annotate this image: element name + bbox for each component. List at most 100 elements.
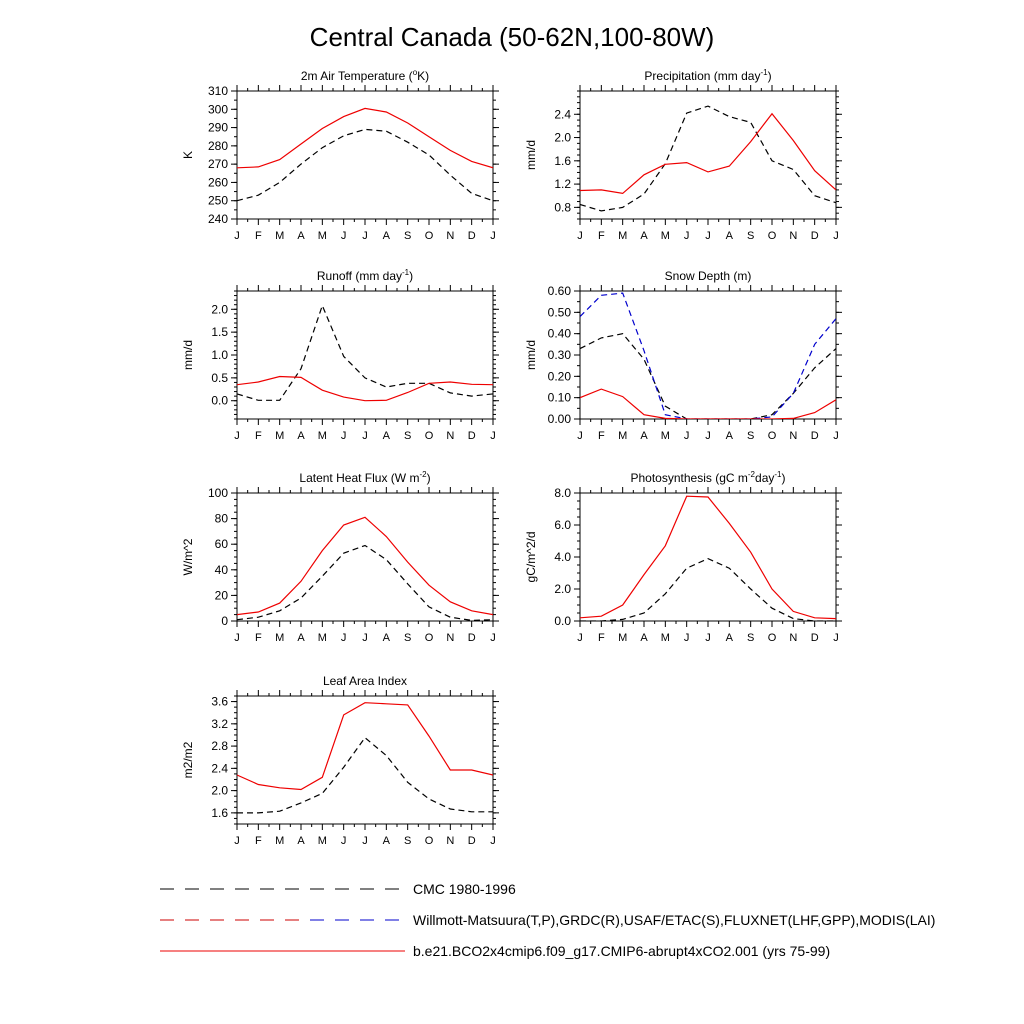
panel-title: Latent Heat Flux (W m-2) <box>299 470 430 485</box>
x-tick-label: J <box>362 835 368 847</box>
y-tick-label: 0.20 <box>548 369 572 383</box>
x-tick-label: M <box>318 430 327 442</box>
plot-frame <box>579 492 837 622</box>
panel-title-text: Leaf Area Index <box>323 674 407 688</box>
series-line <box>237 107 493 169</box>
x-tick-label: J <box>362 430 368 442</box>
x-tick-label: A <box>726 430 734 442</box>
x-tick-label: S <box>747 430 754 442</box>
y-tick-label: 2.4 <box>211 761 228 775</box>
panel-title: Snow Depth (m) <box>665 269 752 283</box>
plot-frame <box>579 290 837 420</box>
x-tick-label: M <box>618 632 627 644</box>
x-tick-label: J <box>490 835 496 847</box>
x-tick-label: D <box>468 632 476 644</box>
series-line <box>237 303 493 401</box>
x-tick-label: J <box>490 632 496 644</box>
y-tick-label: 0.40 <box>548 327 572 341</box>
panel-title: Photosynthesis (gC m-2day-1) <box>631 470 786 485</box>
x-tick-label: A <box>726 632 734 644</box>
legend: CMC 1980-1996 Willmott-Matsuura(T,P),GRDC… <box>160 881 935 959</box>
y-tick-label: 1.0 <box>211 348 228 362</box>
y-tick-label: 0.0 <box>554 614 571 628</box>
panel-title-superscript: -2 <box>419 470 427 479</box>
x-tick-label: J <box>684 430 690 442</box>
y-tick-label: 6.0 <box>554 518 571 532</box>
panel-title: Leaf Area Index <box>323 674 407 688</box>
x-tick-label: J <box>234 632 240 644</box>
legend-item: b.e21.BCO2x4cmip6.f09_g17.CMIP6-abrupt4x… <box>160 943 830 959</box>
x-tick-label: N <box>789 632 797 644</box>
x-tick-label: J <box>577 230 583 242</box>
x-tick-label: M <box>318 230 327 242</box>
panel-title-text: Latent Heat Flux (W m <box>299 471 419 485</box>
y-tick-label: 1.5 <box>211 325 228 339</box>
y-tick-label: 1.2 <box>554 177 571 191</box>
x-tick-label: M <box>661 430 670 442</box>
legend-item: CMC 1980-1996 <box>160 881 516 897</box>
panel-title: Precipitation (mm day-1) <box>644 68 771 83</box>
x-tick-label: D <box>811 230 819 242</box>
series-line <box>237 702 493 791</box>
x-tick-label: A <box>383 632 391 644</box>
x-tick-label: S <box>404 230 411 242</box>
panel-title-superscript: -2 <box>748 470 756 479</box>
x-tick-label: N <box>446 230 454 242</box>
y-tick-label: 100 <box>208 486 228 500</box>
y-tick-label: 40 <box>215 563 229 577</box>
x-tick-label: M <box>661 632 670 644</box>
x-tick-label: F <box>598 632 605 644</box>
x-tick-label: D <box>468 835 476 847</box>
panel-title-text: day <box>755 471 774 485</box>
y-tick-label: 2.0 <box>211 784 228 798</box>
x-tick-label: F <box>255 430 262 442</box>
y-tick-label: 260 <box>208 175 228 189</box>
y-axis-label: mm/d <box>181 340 195 370</box>
y-tick-label: 0.0 <box>211 394 228 408</box>
x-tick-label: J <box>234 835 240 847</box>
series-line <box>580 292 836 419</box>
legend-label: b.e21.BCO2x4cmip6.f09_g17.CMIP6-abrupt4x… <box>413 943 830 959</box>
x-tick-label: F <box>255 835 262 847</box>
x-tick-label: J <box>833 430 839 442</box>
x-tick-label: A <box>640 632 648 644</box>
x-tick-label: J <box>362 230 368 242</box>
plot-frame <box>236 492 494 622</box>
plot-frame <box>236 290 494 420</box>
panel-title-text: Photosynthesis (gC m <box>631 471 748 485</box>
x-tick-label: J <box>341 230 347 242</box>
x-tick-label: M <box>318 632 327 644</box>
x-tick-label: A <box>383 430 391 442</box>
y-tick-label: 240 <box>208 212 228 226</box>
x-tick-label: J <box>577 430 583 442</box>
x-tick-label: O <box>425 430 434 442</box>
y-tick-label: 3.2 <box>211 717 228 731</box>
y-tick-label: 2.0 <box>554 131 571 145</box>
y-tick-label: 0.00 <box>548 412 572 426</box>
x-tick-label: S <box>404 632 411 644</box>
y-tick-label: 1.6 <box>554 154 571 168</box>
panel-title-text: ) <box>427 471 431 485</box>
y-tick-label: 280 <box>208 139 228 153</box>
x-tick-label: A <box>297 230 305 242</box>
y-tick-label: 300 <box>208 102 228 116</box>
y-tick-label: 0.60 <box>548 284 572 298</box>
series-line <box>580 105 836 212</box>
panel-1: 2m Air Temperature (oK) K J F M A M J J A S O N D J 240… <box>181 68 499 242</box>
x-tick-label: N <box>446 632 454 644</box>
x-tick-label: J <box>490 230 496 242</box>
x-tick-label: M <box>618 430 627 442</box>
x-tick-label: A <box>640 430 648 442</box>
panels: 2m Air Temperature (oK)KJ F M A M J J A S O N D J240… <box>181 68 842 847</box>
y-axis-label: W/m^2 <box>181 538 195 575</box>
y-tick-label: 4.0 <box>554 550 571 564</box>
y-tick-label: 0 <box>221 614 228 628</box>
panel-title-text: K) <box>417 69 429 83</box>
x-tick-label: J <box>362 632 368 644</box>
x-tick-label: F <box>255 230 262 242</box>
series-line <box>237 544 493 621</box>
series-line <box>237 516 493 616</box>
y-axis-label: gC/m^2/d <box>524 532 538 583</box>
x-tick-label: J <box>234 430 240 442</box>
